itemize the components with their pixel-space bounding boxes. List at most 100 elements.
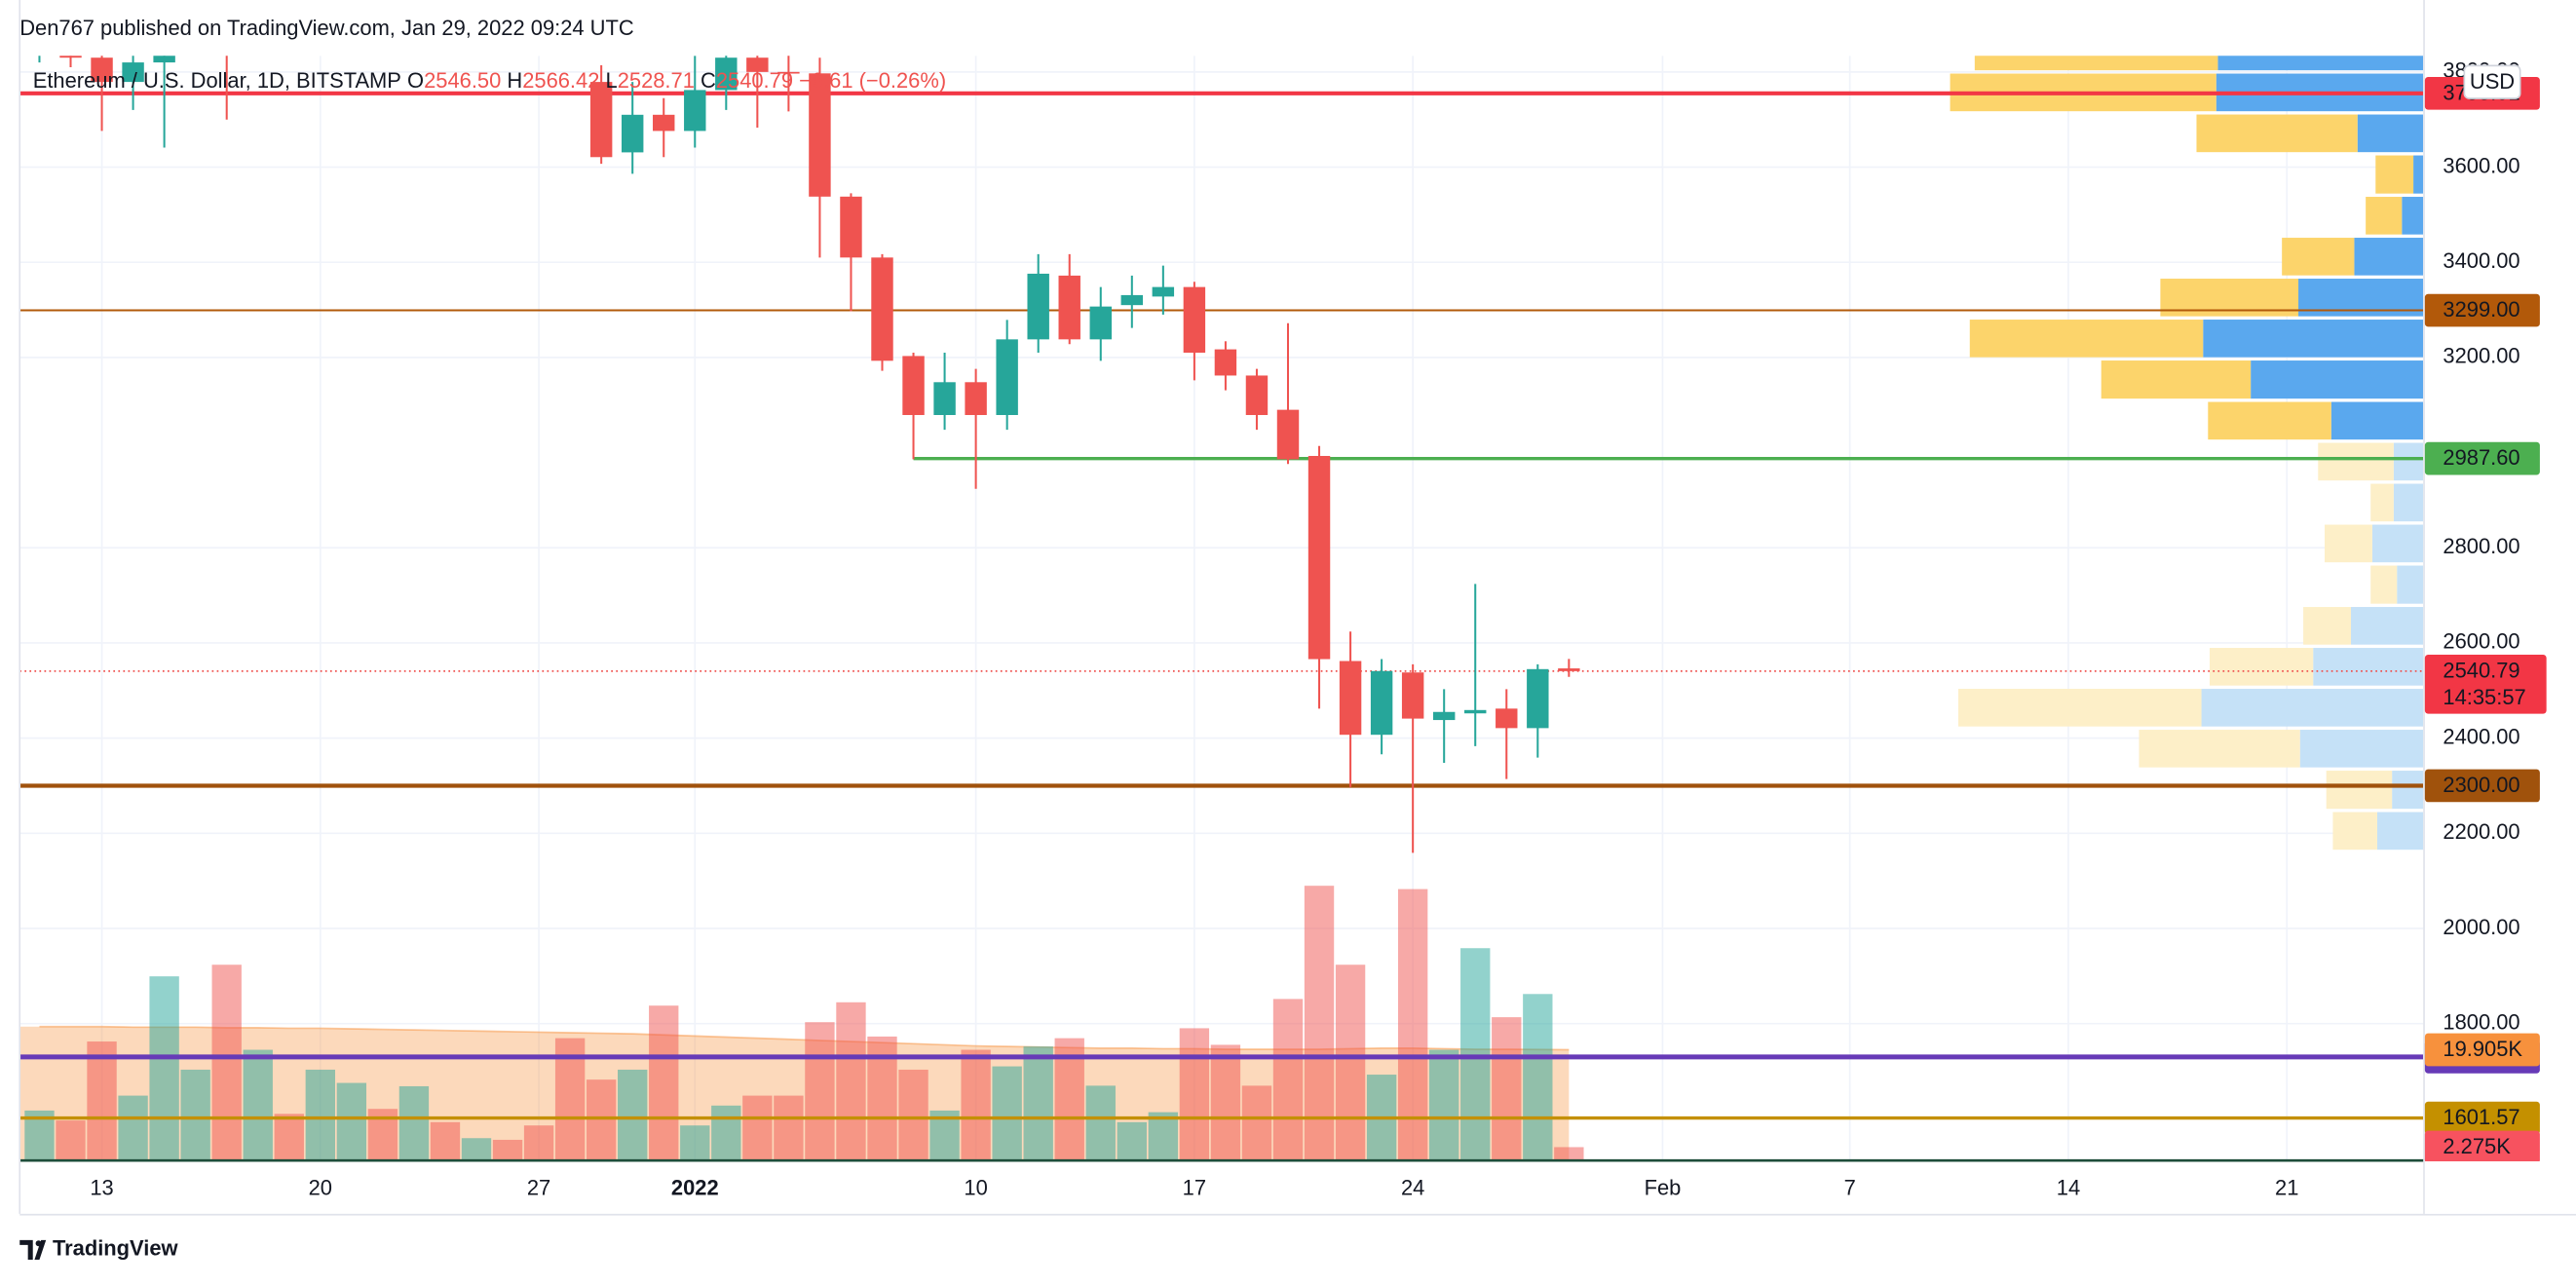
- brand-logo: TradingView: [19, 1236, 179, 1261]
- legend-value: 2540.79: [716, 68, 793, 93]
- profile-bar: [2101, 360, 2252, 399]
- volume-bar: [1460, 948, 1491, 1160]
- candle-body: [1027, 273, 1049, 340]
- y-tick-label: 2000.00: [2443, 915, 2519, 939]
- profile-bar: [2397, 565, 2424, 604]
- candle-body: [1183, 286, 1206, 354]
- volume-bar: [836, 1002, 866, 1160]
- last-price-label: 2540.79: [2443, 658, 2519, 682]
- profile-bar: [2217, 56, 2424, 71]
- candle-body: [589, 82, 613, 158]
- volume-bar: [680, 1125, 710, 1160]
- candle-body: [715, 57, 738, 91]
- volume-bar: [398, 1085, 430, 1160]
- volume-bar: [430, 1121, 461, 1160]
- volume-ma-label-box: [2424, 1033, 2540, 1067]
- candle-body: [1245, 375, 1269, 415]
- volume-bar: [774, 1095, 804, 1160]
- candle-body: [91, 57, 113, 83]
- volume-bar: [1429, 1049, 1459, 1160]
- candle-body: [1370, 670, 1393, 736]
- legend-value: 2566.42: [522, 68, 599, 93]
- candle-body: [310, 5, 331, 10]
- y-tick-label: 2200.00: [2443, 819, 2519, 844]
- y-tick-label: 1800.00: [2443, 1009, 2519, 1034]
- profile-bar: [2209, 648, 2314, 686]
- profile-bar: [2370, 483, 2394, 522]
- volume-bar: [211, 964, 242, 1160]
- volume-bar: [56, 1120, 86, 1160]
- last-price-box: [2424, 655, 2547, 714]
- candle-body: [684, 90, 706, 132]
- profile-bar: [2196, 114, 2358, 153]
- candle-body: [341, 0, 362, 5]
- legend-letter: C: [701, 68, 716, 93]
- axis-layer: [19, 0, 2576, 1216]
- x-tick-label: 24: [1401, 1175, 1424, 1199]
- volume-bar: [336, 1082, 367, 1160]
- profile-bar: [2393, 442, 2424, 481]
- legend-letter: L: [606, 68, 618, 93]
- volume-bar: [1085, 1085, 1116, 1160]
- y-tick-label: 3600.00: [2443, 153, 2519, 177]
- x-tick-label: 27: [527, 1175, 550, 1199]
- candle-body: [1307, 455, 1331, 660]
- brand-icon-dot: [35, 1240, 42, 1247]
- x-tick-label: 17: [1183, 1175, 1206, 1199]
- level-label: 2987.60: [2443, 445, 2519, 470]
- candle-body: [1432, 711, 1456, 721]
- candle-body: [933, 382, 956, 415]
- symbol-name: Ethereum / U.S. Dollar, 1D, BITSTAMP: [33, 68, 401, 93]
- profile-bar: [2303, 607, 2351, 645]
- candle-body: [1120, 294, 1144, 306]
- volume-bar: [992, 1066, 1022, 1160]
- y-tick-label: 3200.00: [2443, 344, 2519, 368]
- volume-bar: [1492, 1017, 1522, 1160]
- volume-bar: [742, 1095, 773, 1160]
- candle-body: [122, 62, 144, 83]
- volume-bar: [1554, 1147, 1584, 1160]
- volume-bar: [274, 1114, 304, 1160]
- lines-layer: [19, 91, 2424, 1120]
- volume-bar: [1397, 889, 1428, 1160]
- profile-layer: [1950, 56, 2424, 851]
- x-tick-label: 10: [964, 1175, 987, 1199]
- level-label-box: [2424, 769, 2540, 803]
- profile-bar: [1974, 56, 2218, 71]
- volume-ma-label: 19.905K: [2443, 1037, 2522, 1061]
- currency-button[interactable]: USD: [2463, 64, 2521, 99]
- candle-body: [1401, 672, 1424, 719]
- candle-body: [653, 114, 675, 132]
- candle-body: [996, 339, 1018, 415]
- volume-bar: [1335, 964, 1366, 1160]
- x-tick-label: 7: [1844, 1175, 1856, 1199]
- level-label-box: [2424, 441, 2540, 475]
- profile-bar: [2203, 320, 2424, 358]
- volume-bar: [523, 1125, 554, 1160]
- volume-bar: [118, 1095, 148, 1160]
- currency-button-box[interactable]: [2463, 64, 2521, 99]
- profile-bar: [2402, 197, 2424, 235]
- candle-body: [746, 57, 769, 72]
- volume-bar: [805, 1022, 835, 1160]
- legend-letter: H: [507, 68, 522, 93]
- symbol-legend: Ethereum / U.S. Dollar, 1D, BITSTAMP O25…: [33, 68, 946, 93]
- currency-label[interactable]: USD: [2470, 69, 2515, 94]
- profile-bar: [2139, 730, 2300, 768]
- level-label: 1601.57: [2443, 1105, 2519, 1129]
- candle-body: [777, 71, 800, 74]
- profile-bar: [2318, 442, 2394, 481]
- countdown-label: 14:35:57: [2443, 685, 2525, 709]
- volume-bar: [1210, 1044, 1241, 1160]
- volume-bar: [149, 976, 179, 1160]
- volume-label-box: [2424, 1130, 2540, 1164]
- profile-bar: [2299, 730, 2424, 768]
- profile-bar: [2357, 114, 2424, 153]
- volume-bar: [1523, 994, 1553, 1160]
- level-label: 2300.00: [2443, 773, 2519, 797]
- candle-body: [871, 257, 893, 361]
- volume-bar: [1117, 1121, 1147, 1160]
- candle-body: [1214, 349, 1237, 376]
